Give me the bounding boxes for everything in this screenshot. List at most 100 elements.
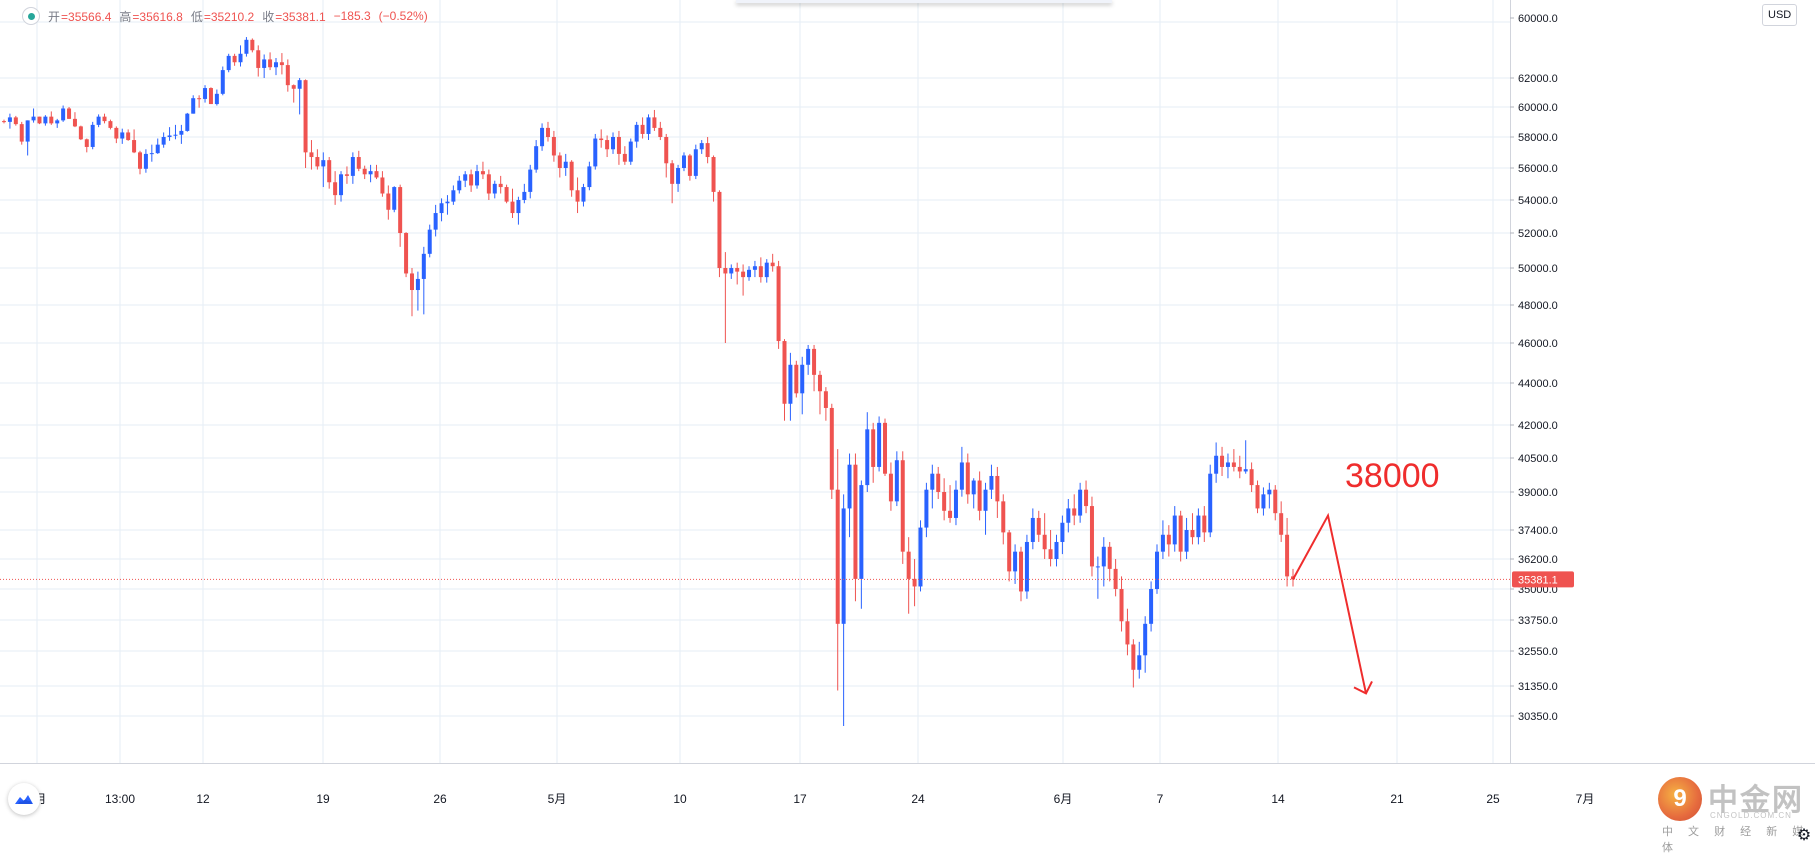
candle [782,339,787,421]
candle-body [800,364,805,394]
candle-body [563,161,568,168]
candle-body [634,124,639,142]
candle [711,155,716,202]
ohlc-close: 收=35381.1 [262,9,326,24]
candles [2,37,1295,726]
candle-body [1202,515,1207,533]
candle-body [871,429,876,467]
price-tick-label: 62000.0 [1518,73,1558,85]
candle [1261,487,1266,516]
market-status-icon[interactable] [22,7,40,25]
candle [528,164,533,199]
current-price-label: 35381.1 [1518,574,1558,586]
candle [132,129,137,154]
candle [102,113,107,124]
candle-body [185,113,190,131]
time-tick-label: 6月 [1054,792,1073,806]
candle-body [1225,462,1230,467]
candle-body [297,80,302,89]
candle-body [936,473,941,492]
candle [297,78,302,115]
candle [948,485,953,523]
candle-body [1208,473,1213,533]
candle-body [758,266,763,278]
candle-body [25,120,30,142]
currency-button[interactable]: USD [1762,4,1798,26]
time-tick-label: 17 [793,792,807,806]
candle [788,352,793,421]
candle [995,466,1000,518]
candle-body [1196,515,1201,538]
candle-body [924,489,929,528]
candle-body [1243,469,1248,472]
candle-body [1125,621,1130,645]
candle-body [1155,551,1160,589]
candle-body [646,117,651,134]
candle-body [1255,485,1260,509]
candle [1030,508,1035,550]
candle-body [812,348,817,375]
time-tick-label: 14 [1271,792,1285,806]
candle-body [605,140,610,150]
candle-body [930,473,935,490]
price-tick-label: 37400.0 [1518,525,1558,537]
candle [374,164,379,180]
candle-body [1190,530,1195,538]
candle [817,370,822,415]
candle [646,114,651,141]
candle-body [155,144,160,154]
candle-body [829,407,834,490]
candle-body [84,139,89,147]
candle [486,169,491,200]
candle [498,175,503,194]
candle-body [1273,489,1278,514]
candle-body [1078,489,1083,516]
candle-body [1001,501,1006,533]
candle-body [788,364,793,404]
candle-body [1220,455,1225,467]
candle [965,453,970,504]
candle [652,109,657,131]
candle [977,471,982,521]
tradingview-logo-button[interactable] [8,783,40,815]
candle [900,451,905,564]
candle [268,52,273,71]
candle-body [534,146,539,170]
candle-body [19,124,24,142]
price-tick-label: 58000.0 [1518,132,1558,144]
candle-body [161,137,166,145]
candle-body [717,191,722,268]
candle-body [108,121,113,128]
candle [1243,440,1248,474]
candle-body [1143,623,1148,656]
settings-button[interactable]: ⚙ [1794,825,1814,845]
candle-body [475,171,480,186]
time-tick-label: 19 [316,792,330,806]
candle [699,140,704,154]
candle-body [557,155,562,168]
candle-body [693,149,698,176]
price-axis-bg [1510,0,1815,848]
annotation-arrow: 38000 [1292,457,1440,695]
time-tick-label: 13:00 [105,792,135,806]
candle [593,133,598,170]
candle-body [711,157,716,192]
price-tick-label: 54000.0 [1518,195,1558,207]
candle-body [427,229,432,254]
price-tick-label: 44000.0 [1518,378,1558,390]
candle [96,114,101,128]
candle [492,180,497,199]
price-axis: 60000.0 62000.0 60000.0 58000.0 56000.0 54000… [1510,0,1815,848]
price-tick-label: 33750.0 [1518,615,1558,627]
candle [179,124,184,144]
candle [126,129,131,141]
candle [841,494,846,726]
candle [681,152,686,172]
candle [534,140,539,173]
candle [1208,464,1213,538]
candle [433,204,438,237]
candle-body [315,157,320,167]
candle [747,266,752,281]
ohlc-change-pct: (−0.52%) [378,9,428,23]
